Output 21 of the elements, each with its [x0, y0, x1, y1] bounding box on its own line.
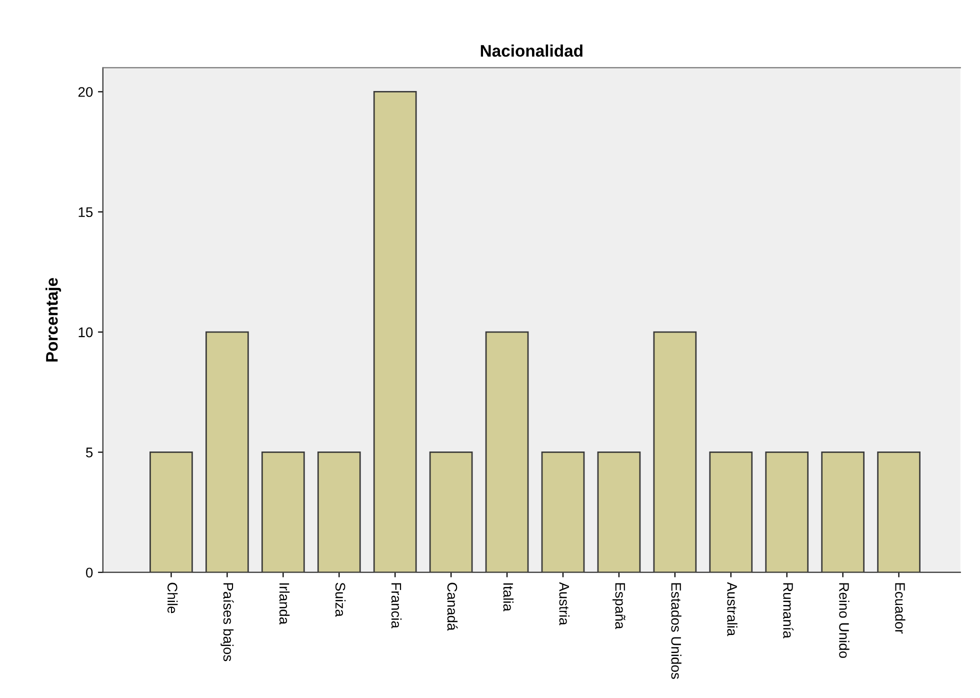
x-tick-label: Rumanía	[783, 583, 794, 638]
x-tick-label: Italia	[503, 583, 514, 612]
x-tick-label: Irlanda	[279, 583, 290, 625]
x-tick-label: Austria	[559, 582, 570, 626]
x-tick-label: Países bajos	[220, 583, 234, 662]
x-tick-label: Francia	[391, 583, 402, 628]
x-tick-label: Estados Unidos	[671, 583, 682, 679]
y-tick-label: 20	[78, 87, 93, 97]
x-tick-label: Suiza	[335, 582, 346, 617]
y-tick-label: 5	[86, 448, 93, 458]
x-tick-label: Canadá	[447, 582, 458, 631]
x-tick-label: Chile	[167, 582, 178, 614]
x-tick-label: Australia	[727, 582, 738, 636]
x-tick-label: Reino Unido	[839, 583, 850, 658]
y-tick-label: 15	[78, 207, 93, 218]
y-tick-label: 10	[78, 327, 93, 338]
y-tick-label: 0	[86, 568, 93, 578]
y-axis-title: Porcentaje	[46, 278, 62, 362]
x-tick-label: Ecuador	[895, 583, 906, 634]
chart-title: Nacionalidad	[480, 44, 582, 57]
x-tick-label: España	[612, 583, 626, 630]
